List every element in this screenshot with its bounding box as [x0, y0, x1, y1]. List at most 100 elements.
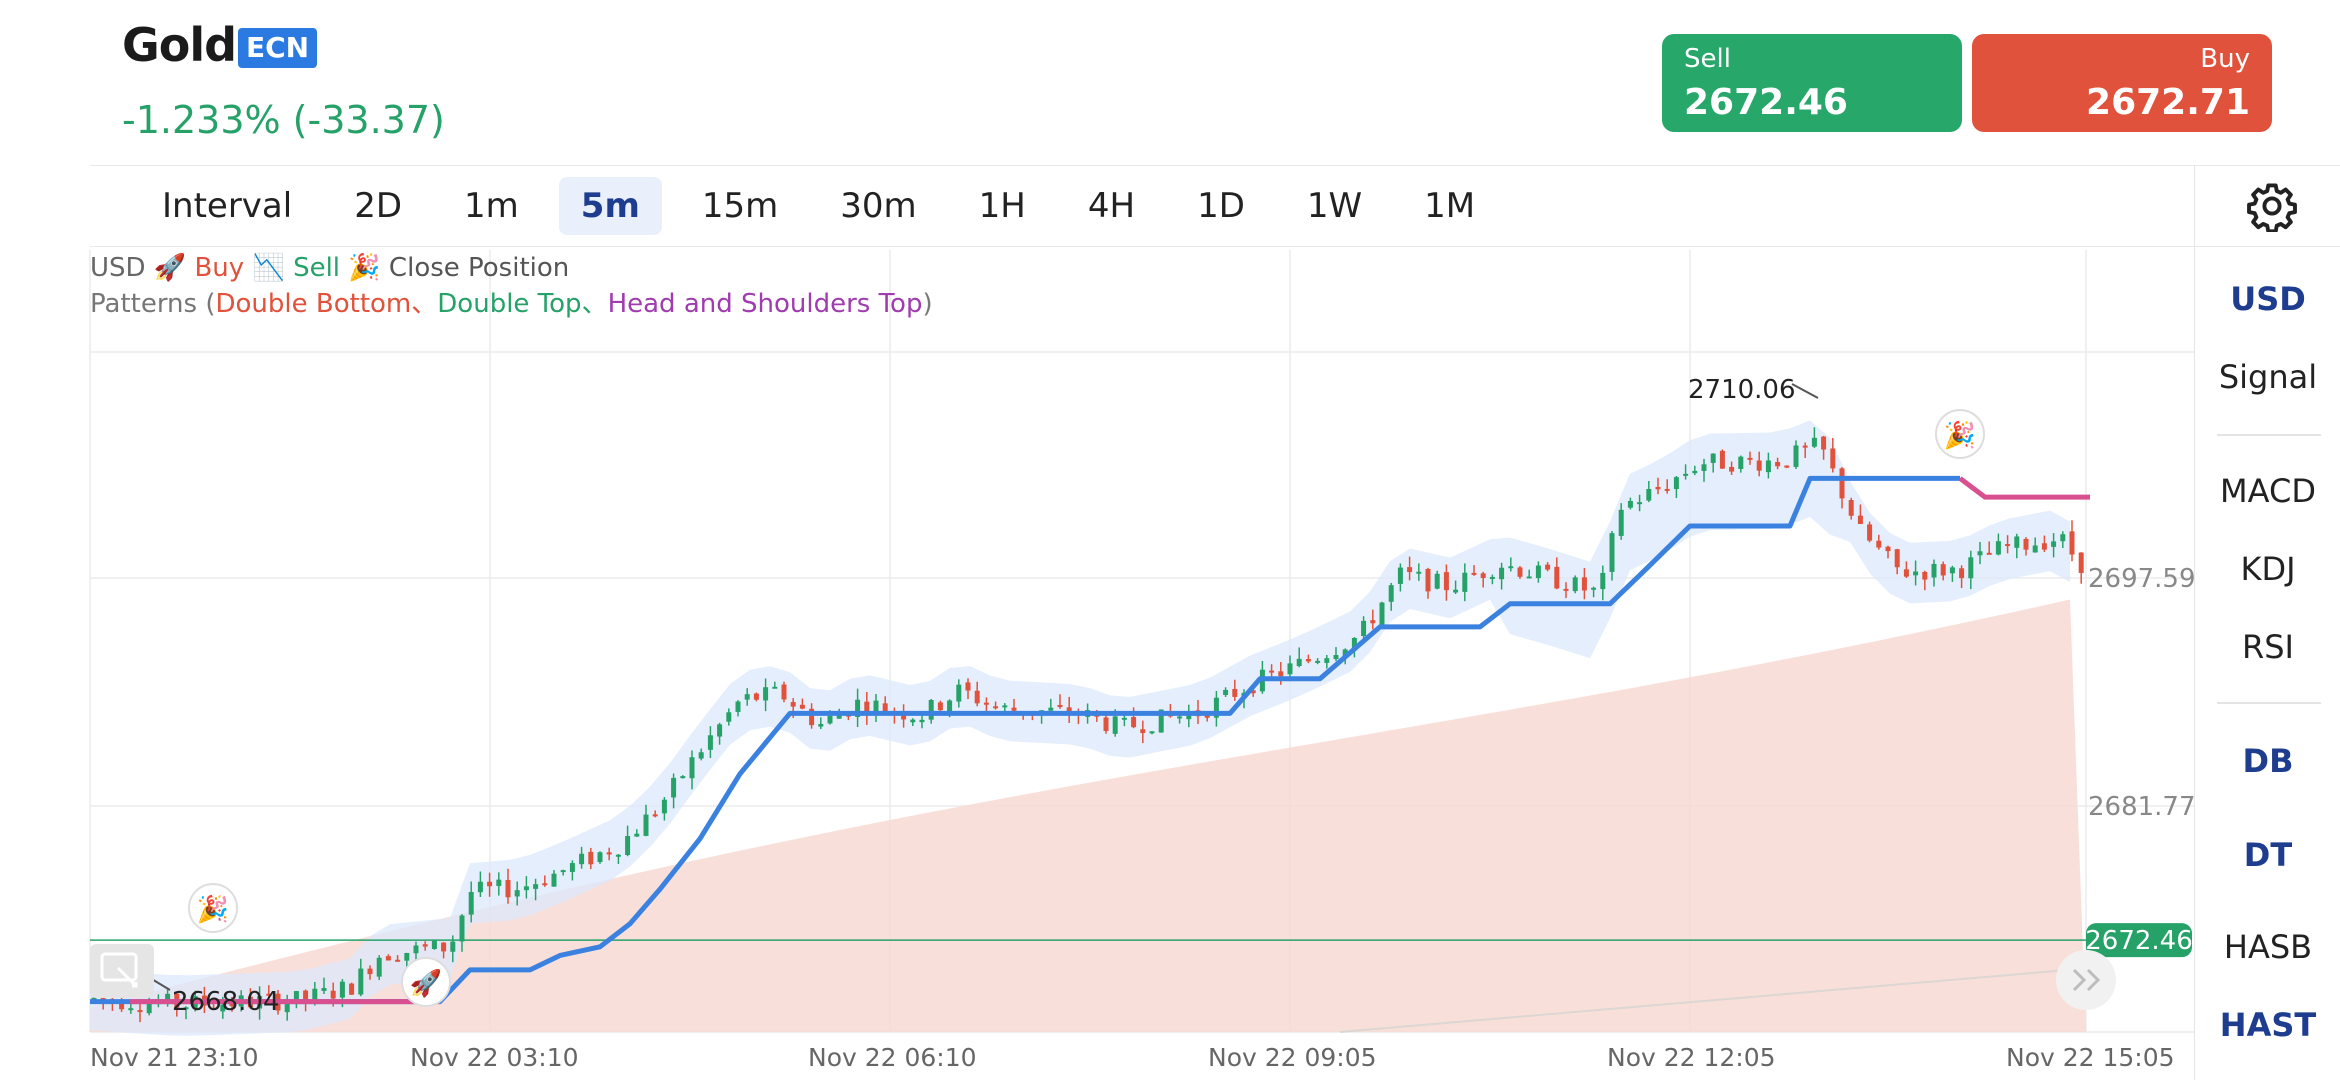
pattern-hast[interactable]: HAST [2219, 1006, 2317, 1044]
candle-body [597, 852, 603, 863]
interval-1h[interactable]: 1H [978, 186, 1026, 226]
buy-price: 2672.71 [2086, 82, 2250, 123]
candle-body [367, 968, 373, 975]
candle-body [137, 1010, 143, 1013]
candle-body [698, 752, 704, 759]
interval-label[interactable]: Interval [162, 186, 293, 226]
candle-body [993, 706, 999, 709]
candle-body [404, 952, 410, 961]
candle-body [119, 1001, 125, 1010]
candle-body [1149, 731, 1155, 734]
candle-body [569, 863, 575, 872]
candle-body [2078, 552, 2084, 573]
candle-body [1922, 571, 1928, 580]
candle-body [1443, 572, 1449, 591]
candle-body [1775, 461, 1781, 467]
candle-body [1765, 460, 1771, 473]
candle-body [671, 777, 677, 798]
candle-body [1821, 436, 1827, 450]
indicator-kdj[interactable]: KDJ [2240, 550, 2296, 588]
close-position-marker-circle [1935, 409, 1985, 459]
candle-body [1361, 620, 1367, 637]
candle-body [588, 851, 594, 865]
pattern-dt[interactable]: DT [2243, 836, 2293, 874]
interval-5m[interactable]: 5m [558, 177, 662, 235]
candle-body [100, 998, 106, 1001]
candle-body [625, 836, 631, 855]
candle-body [1784, 465, 1790, 468]
candle-body [809, 708, 815, 726]
candle-body [818, 723, 824, 727]
candle-body [1545, 564, 1551, 570]
candle-body [753, 693, 759, 700]
pattern-hasb[interactable]: HASB [2223, 928, 2313, 966]
candle-body [165, 993, 171, 1004]
candle-body [1802, 445, 1808, 448]
candle-body [1591, 587, 1597, 590]
candle-body [1885, 546, 1891, 552]
pattern-db[interactable]: DB [2242, 742, 2294, 780]
candle-body [385, 956, 391, 961]
candle-body [551, 873, 557, 887]
interval-1m[interactable]: 1m [464, 186, 519, 226]
candle-body [1453, 589, 1459, 593]
trend-line [90, 475, 1960, 1005]
candle-body [1701, 464, 1707, 471]
panel-divider [2217, 702, 2321, 704]
candle-body [726, 712, 732, 722]
area-lower-line [1339, 967, 2087, 1033]
candle-body [1673, 477, 1679, 490]
candle-body [266, 993, 272, 996]
indicator-panel: USD Signal MACD KDJ RSI DB DT HASB HAST [2194, 166, 2340, 1080]
candle-body [523, 886, 529, 891]
candle-body [1112, 716, 1118, 734]
indicator-macd[interactable]: MACD [2220, 472, 2316, 510]
candle-body [1177, 716, 1183, 719]
x-tick-label: Nov 22 09:05 [1208, 1043, 1377, 1072]
sell-button[interactable]: Sell 2672.46 [1662, 34, 1962, 132]
interval-15m[interactable]: 15m [701, 186, 779, 226]
candle-body [864, 701, 870, 714]
interval-2d[interactable]: 2D [354, 186, 403, 226]
candle-body [1903, 569, 1909, 577]
candle-body [1977, 551, 1983, 556]
candle-body [1489, 576, 1495, 579]
gear-icon[interactable] [2246, 180, 2298, 232]
candle-body [1140, 729, 1146, 734]
candle-body [542, 883, 548, 886]
indicator-rsi[interactable]: RSI [2242, 628, 2294, 666]
candle-body [1627, 500, 1633, 508]
interval-1w[interactable]: 1W [1306, 186, 1363, 226]
candle-body [1333, 655, 1339, 660]
interval-30m[interactable]: 30m [840, 186, 917, 226]
interval-4h[interactable]: 4H [1087, 186, 1136, 226]
indicator-usd[interactable]: USD [2230, 280, 2306, 318]
candle-body [827, 715, 833, 724]
low-label: 2668.04 [172, 987, 280, 1017]
header-divider [90, 165, 2340, 166]
candle-body [882, 703, 888, 712]
indicator-signal[interactable]: Signal [2218, 358, 2318, 396]
y-tick-label: 2697.59 [2088, 564, 2194, 594]
pattern-legend: Patterns (Double Bottom、Double Top、Head … [90, 283, 933, 320]
candle-body [1048, 707, 1054, 711]
candle-body [441, 942, 447, 952]
price-chart[interactable]: 🎉 🚀 🎉 2710.06 2668.04 2697.59 2681.77 2672.46 N… [0, 246, 2194, 1080]
interval-1d[interactable]: 1D [1197, 186, 1245, 226]
candle-body [1305, 659, 1311, 662]
candle-body [1425, 568, 1431, 592]
interval-bar: Interval 2D 1m 5m 15m 30m 1H 4H 1D 1W 1M [140, 172, 1515, 240]
interval-1mo[interactable]: 1M [1424, 186, 1476, 226]
candle-body [146, 1003, 152, 1014]
candle-body [1462, 572, 1468, 592]
candle-body [1517, 567, 1523, 577]
buy-button[interactable]: Buy 2672.71 [1972, 34, 2272, 132]
legend-close-position: 🎉 Close Position [348, 253, 570, 283]
selection-icon [90, 944, 154, 998]
pattern-head-shoulders-top: Head and Shoulders Top [607, 289, 923, 319]
candle-body [615, 854, 621, 857]
candle-body [947, 700, 953, 713]
candle-body [505, 880, 511, 898]
candle-body [1931, 563, 1937, 578]
candle-body [937, 702, 943, 711]
